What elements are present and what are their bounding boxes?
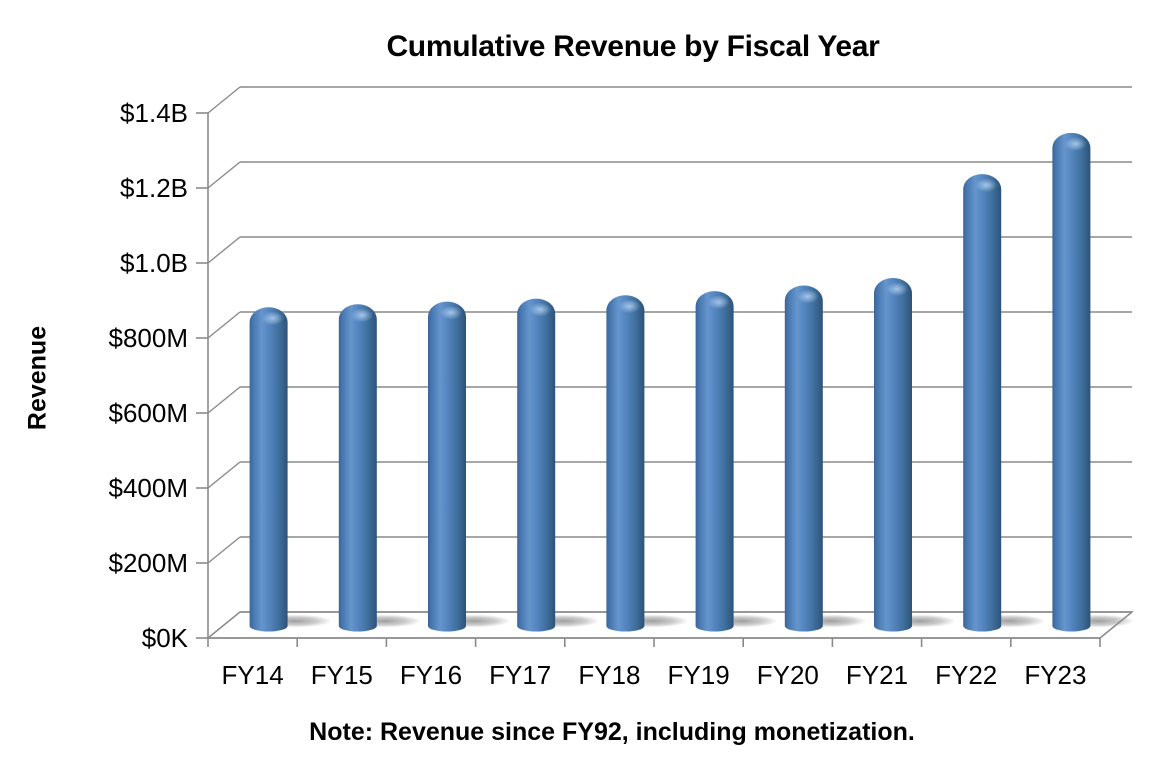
left-wall-line [207,236,241,264]
y-tick-label: $0K [142,623,189,653]
x-category-label: FY23 [1024,660,1086,690]
bar-cylinder [249,307,288,632]
bar-cap-highlight [707,295,730,310]
bar-cap-highlight [1064,136,1087,151]
left-wall-line [207,611,241,639]
bar-cap-highlight [350,308,373,323]
left-wall-line [207,311,241,339]
left-wall-line [207,461,241,489]
bar-cap-highlight [975,178,998,193]
chart-title: Cumulative Revenue by Fiscal Year [386,30,880,63]
x-category-label: FY17 [489,660,551,690]
floor-right-edge [1099,611,1133,639]
bar-cap-highlight [796,289,819,304]
bar-cylinder [338,304,377,632]
bar-cylinder [1052,132,1091,632]
bar-cylinder [606,295,645,632]
y-tick-label: $800M [109,323,189,353]
bar-cylinder [695,291,734,632]
bar-cap-highlight [618,299,641,314]
x-category-label: FY21 [846,660,908,690]
left-wall-line [207,161,241,189]
x-category-label: FY16 [400,660,462,690]
y-tick-label: $1.2B [120,173,188,203]
bar-cylinder [874,278,912,632]
x-category-label: FY20 [757,660,819,690]
bar-cap-highlight [261,311,284,326]
x-category-label: FY14 [222,660,284,690]
y-tick-label: $1.0B [120,248,188,278]
x-category-label: FY19 [668,660,730,690]
left-wall-line [207,86,241,114]
left-wall-line [207,386,241,414]
bar-cap-highlight [886,282,908,296]
x-category-label: FY18 [578,660,640,690]
x-category-label: FY22 [935,660,997,690]
y-tick-label: $400M [109,473,189,503]
y-tick-label: $1.4B [120,98,188,128]
left-wall-line [207,536,241,564]
bar-cap-highlight [529,302,552,317]
y-tick-label: $600M [109,398,189,428]
x-category-label: FY15 [311,660,373,690]
bar-cylinder [517,298,556,632]
bar-cylinder [784,285,823,632]
bar-cylinder [963,174,1002,632]
y-tick-label: $200M [109,548,189,578]
chart-note: Note: Revenue since FY92, including mone… [309,718,915,746]
bar-cylinder [428,301,466,632]
bar-cap-highlight [440,305,462,320]
